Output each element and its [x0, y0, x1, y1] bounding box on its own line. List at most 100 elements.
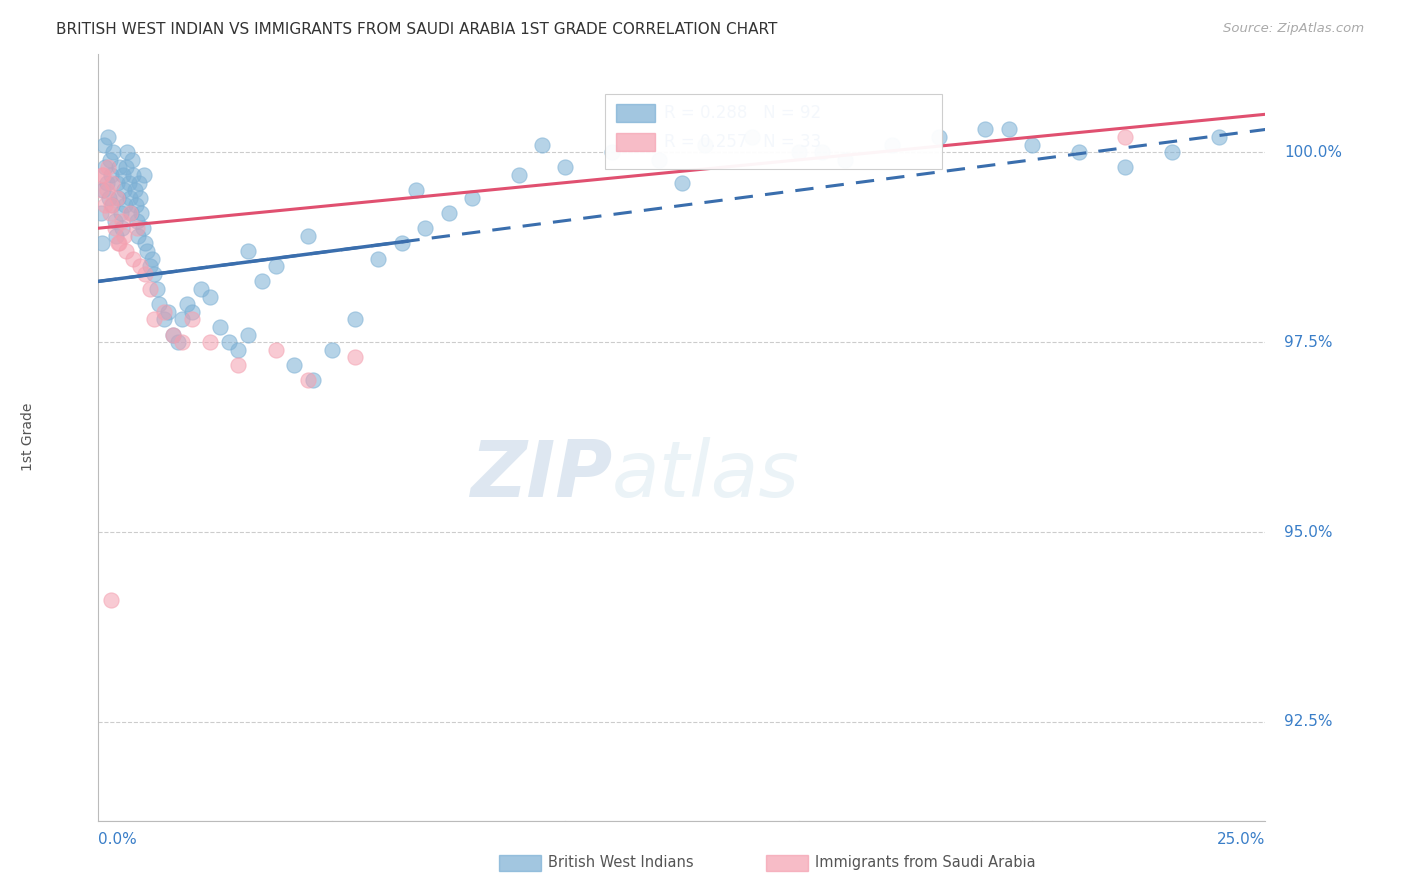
- Point: [264, 343, 287, 357]
- Point: [162, 327, 184, 342]
- Point: [152, 305, 174, 319]
- Point: [208, 320, 231, 334]
- Point: [413, 221, 436, 235]
- Text: R = 0.288   N = 92: R = 0.288 N = 92: [664, 104, 821, 122]
- Point: [1161, 145, 1184, 160]
- Point: [437, 206, 460, 220]
- Point: [600, 145, 623, 160]
- Point: [172, 312, 194, 326]
- Point: [120, 191, 142, 205]
- Point: [283, 358, 305, 372]
- Point: [127, 228, 149, 243]
- Point: [103, 145, 125, 160]
- Text: BRITISH WEST INDIAN VS IMMIGRANTS FROM SAUDI ARABIA 1ST GRADE CORRELATION CHART: BRITISH WEST INDIAN VS IMMIGRANTS FROM S…: [56, 22, 778, 37]
- Point: [118, 176, 141, 190]
- Text: 92.5%: 92.5%: [1284, 714, 1333, 730]
- Point: [236, 244, 259, 258]
- Point: [190, 282, 212, 296]
- Point: [250, 274, 273, 288]
- Text: Immigrants from Saudi Arabia: Immigrants from Saudi Arabia: [815, 855, 1036, 870]
- Point: [200, 335, 222, 350]
- Point: [112, 183, 135, 197]
- Point: [530, 137, 553, 152]
- Point: [105, 228, 128, 243]
- Point: [125, 221, 148, 235]
- Point: [391, 236, 413, 251]
- Point: [91, 168, 114, 182]
- Point: [111, 213, 134, 227]
- Text: 97.5%: 97.5%: [1284, 334, 1333, 350]
- Point: [107, 236, 129, 251]
- Point: [120, 206, 142, 220]
- Point: [508, 168, 530, 182]
- Point: [344, 351, 367, 365]
- Point: [180, 312, 202, 326]
- Point: [97, 191, 120, 205]
- Point: [297, 228, 319, 243]
- Point: [125, 198, 148, 212]
- Point: [120, 206, 142, 220]
- Point: [98, 153, 121, 167]
- Point: [91, 183, 114, 197]
- Point: [139, 282, 162, 296]
- Point: [1021, 137, 1043, 152]
- Point: [302, 373, 325, 387]
- Point: [117, 145, 139, 160]
- Point: [166, 335, 188, 350]
- Point: [1067, 145, 1090, 160]
- Text: British West Indians: British West Indians: [548, 855, 695, 870]
- Point: [228, 343, 250, 357]
- Point: [100, 168, 122, 182]
- Point: [1114, 130, 1136, 145]
- Point: [264, 259, 287, 273]
- Point: [131, 206, 153, 220]
- Point: [928, 130, 950, 145]
- Point: [110, 206, 132, 220]
- Text: 95.0%: 95.0%: [1284, 524, 1333, 540]
- Point: [148, 297, 170, 311]
- Point: [94, 198, 117, 212]
- Point: [997, 122, 1019, 136]
- Point: [107, 191, 129, 205]
- Point: [100, 198, 122, 212]
- Point: [129, 191, 152, 205]
- Point: [146, 282, 169, 296]
- Point: [115, 244, 138, 258]
- Point: [91, 236, 114, 251]
- Point: [200, 289, 222, 303]
- Point: [741, 130, 763, 145]
- Point: [111, 168, 134, 182]
- Point: [91, 168, 114, 182]
- Point: [162, 327, 184, 342]
- Point: [93, 137, 115, 152]
- Point: [554, 161, 576, 175]
- Point: [1114, 161, 1136, 175]
- Point: [96, 176, 118, 190]
- Point: [152, 312, 174, 326]
- Text: 100.0%: 100.0%: [1284, 145, 1343, 160]
- Point: [139, 259, 162, 273]
- Point: [1208, 130, 1230, 145]
- Point: [112, 228, 135, 243]
- Point: [344, 312, 367, 326]
- Point: [129, 259, 152, 273]
- Point: [157, 305, 180, 319]
- Point: [101, 198, 124, 212]
- Text: 1st Grade: 1st Grade: [21, 403, 35, 471]
- Point: [367, 252, 389, 266]
- Point: [108, 236, 131, 251]
- Point: [128, 176, 150, 190]
- Point: [90, 206, 112, 220]
- Point: [141, 252, 163, 266]
- Point: [461, 191, 484, 205]
- Point: [811, 145, 834, 160]
- Point: [695, 137, 717, 152]
- Point: [671, 176, 693, 190]
- Point: [97, 161, 120, 175]
- Point: [228, 358, 250, 372]
- Text: R = 0.257   N = 33: R = 0.257 N = 33: [664, 133, 821, 151]
- Point: [297, 373, 319, 387]
- Point: [880, 137, 903, 152]
- Point: [834, 153, 856, 167]
- Point: [218, 335, 240, 350]
